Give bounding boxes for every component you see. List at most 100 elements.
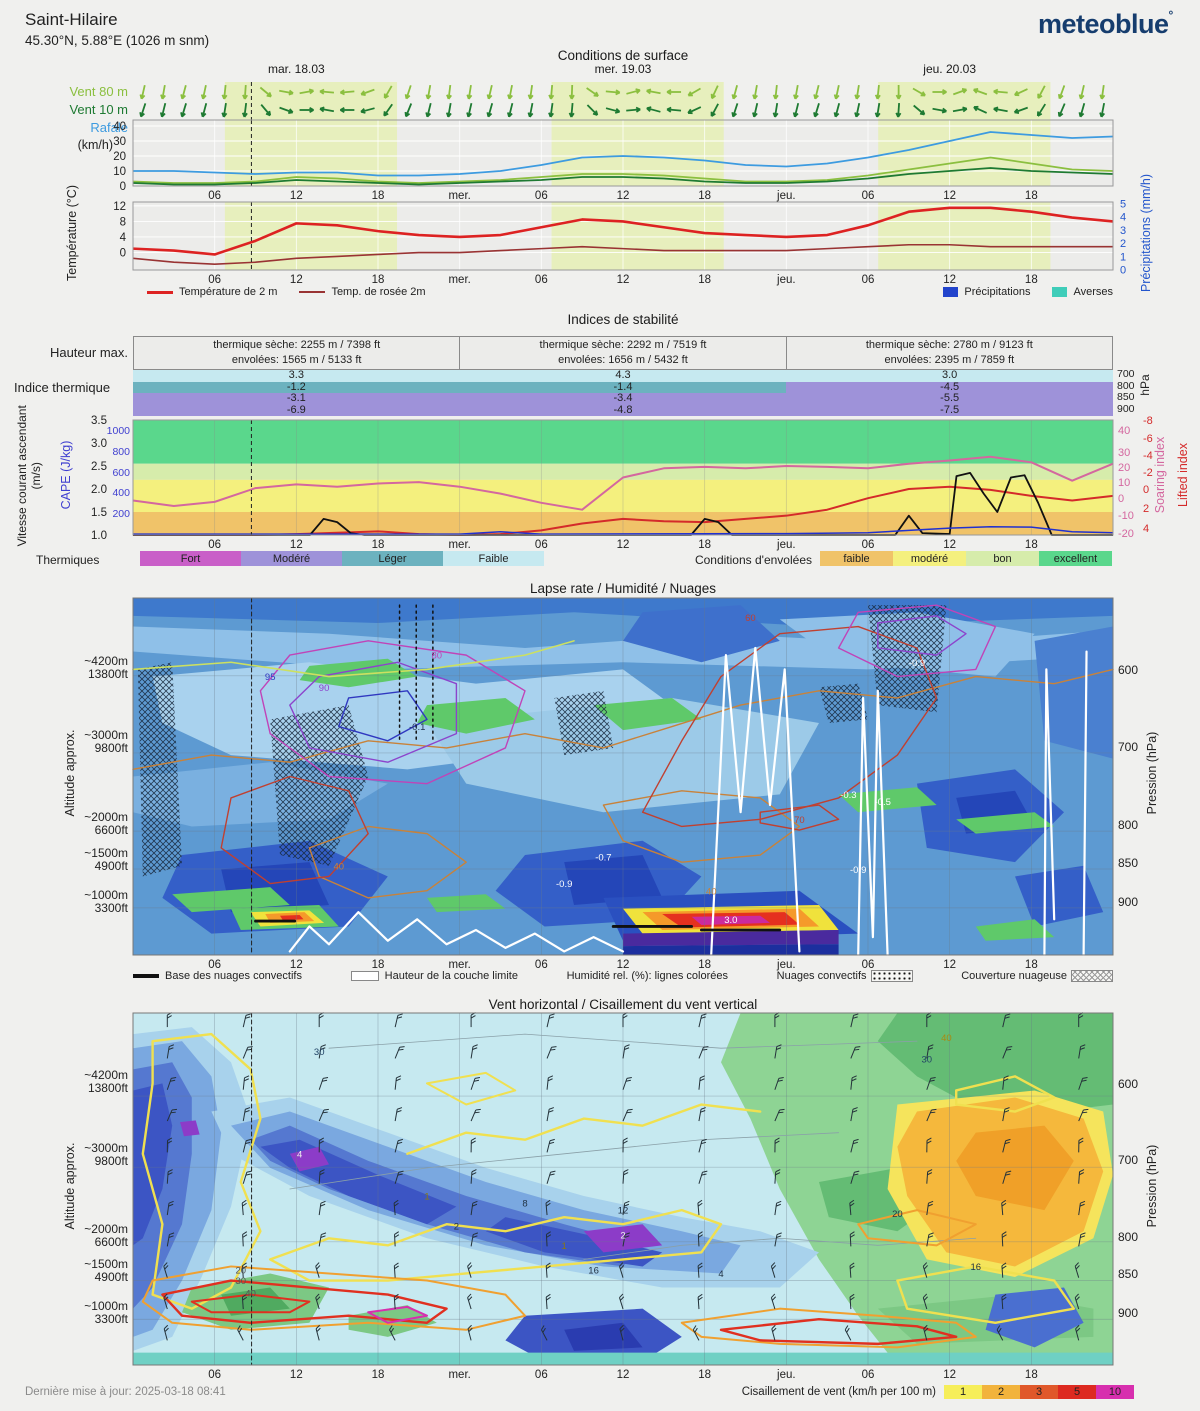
- lapse-panel-title: Lapse rate / Humidité / Nuages: [529, 581, 717, 596]
- svg-text:12: 12: [617, 539, 630, 551]
- pressure-tick: 850: [1118, 1267, 1139, 1282]
- pressure-tick: 800: [1118, 1229, 1139, 1244]
- svg-text:2: 2: [1120, 238, 1126, 250]
- shear-swatch-3: 3: [1020, 1385, 1058, 1399]
- boundary-layer-swatch: [350, 971, 379, 981]
- svg-text:-0.9: -0.9: [850, 865, 866, 876]
- svg-text:-4: -4: [1143, 450, 1153, 462]
- svg-text:1: 1: [424, 1192, 429, 1203]
- svg-text:-10: -10: [1118, 510, 1134, 522]
- gust-label: Rafale: [90, 120, 128, 135]
- day-label: jeu. 20.03: [923, 62, 977, 76]
- legend-band-modéré: modéré: [893, 551, 966, 566]
- shear-swatch-1: 1: [944, 1385, 982, 1399]
- svg-text:18: 18: [1025, 539, 1038, 551]
- svg-text:90: 90: [319, 683, 330, 694]
- svg-text:12: 12: [617, 1369, 630, 1381]
- svg-text:-0.7: -0.7: [595, 852, 611, 863]
- svg-text:18: 18: [698, 274, 711, 286]
- svg-text:0: 0: [1120, 264, 1126, 276]
- wind80-label: Vent 80 m: [69, 84, 128, 99]
- shear-swatch-2: 2: [982, 1385, 1020, 1399]
- page-title: Saint-Hilaire: [25, 10, 118, 29]
- svg-text:06: 06: [535, 274, 548, 286]
- svg-text:jeu.: jeu.: [776, 274, 796, 286]
- pressure-tick: 800: [1118, 818, 1139, 833]
- svg-text:06: 06: [862, 274, 875, 286]
- svg-text:jeu.: jeu.: [776, 1369, 796, 1381]
- pressure-tick: 700: [1118, 1153, 1139, 1168]
- svg-text:-0.9: -0.9: [909, 658, 925, 669]
- svg-text:40: 40: [1118, 425, 1130, 437]
- svg-text:18: 18: [1025, 190, 1038, 202]
- svg-text:-20: -20: [1118, 528, 1134, 540]
- svg-text:12: 12: [943, 539, 956, 551]
- pressure-tick: 850: [1118, 855, 1139, 870]
- legend-dewpoint: Temp. de rosée 2m: [299, 286, 426, 298]
- cape-chart: 3.53.02.52.01.51.01000800600400200403020…: [91, 415, 1153, 551]
- day-label: mer. 19.03: [594, 62, 652, 76]
- svg-text:2.5: 2.5: [91, 461, 107, 473]
- updraft-axis-label: Vitesse courant ascendant (m/s): [15, 405, 43, 547]
- svg-text:06: 06: [208, 274, 221, 286]
- stability-header-cell: thermique sèche: 2255 m / 7398 ft envolée…: [133, 336, 461, 370]
- svg-text:12: 12: [113, 201, 126, 213]
- wind10-label: Vent 10 m: [69, 102, 128, 117]
- svg-text:40: 40: [334, 861, 345, 872]
- svg-text:12: 12: [943, 1369, 956, 1381]
- svg-text:2: 2: [454, 1221, 459, 1232]
- svg-text:12: 12: [943, 274, 956, 286]
- thermal-index-cell: -1.2: [133, 381, 460, 393]
- pressure-tick: 900: [1117, 402, 1135, 415]
- svg-text:1: 1: [562, 1241, 567, 1252]
- altitude-tick: ~4200m 13800ft: [84, 1068, 128, 1096]
- altitude-axis-label-2: Altitude approx.: [63, 1142, 77, 1230]
- svg-text:18: 18: [698, 959, 711, 971]
- svg-text:2: 2: [620, 1230, 625, 1241]
- svg-text:06: 06: [862, 190, 875, 202]
- svg-text:1.5: 1.5: [91, 507, 107, 519]
- legend-band-Faible: Faible: [443, 551, 544, 566]
- wind-arrows-strip: [139, 82, 1106, 120]
- svg-text:06: 06: [535, 959, 548, 971]
- svg-text:8: 8: [522, 1199, 527, 1210]
- pressure-tick: 900: [1118, 1305, 1139, 1320]
- svg-text:95: 95: [265, 672, 276, 683]
- svg-text:4: 4: [1143, 523, 1149, 535]
- stability-header-cell: thermique sèche: 2292 m / 7519 ft envolée…: [460, 336, 787, 370]
- indice-thermique-label: Indice thermique: [14, 380, 111, 395]
- legend-band-Léger: Léger: [342, 551, 443, 566]
- svg-text:-0.1: -0.1: [409, 722, 425, 733]
- svg-text:-6: -6: [1143, 433, 1153, 445]
- svg-text:60: 60: [745, 613, 756, 624]
- svg-text:mer.: mer.: [448, 959, 470, 971]
- svg-text:12: 12: [290, 539, 303, 551]
- svg-text:30: 30: [1118, 447, 1130, 459]
- svg-text:20: 20: [236, 1265, 247, 1276]
- svg-text:40: 40: [706, 886, 717, 897]
- pressure-tick: 600: [1118, 1077, 1139, 1092]
- svg-text:800: 800: [112, 446, 130, 458]
- svg-text:18: 18: [372, 274, 385, 286]
- lapse-legend-whitebox: Hauteur de la couche limite: [350, 970, 518, 982]
- svg-text:0: 0: [1118, 493, 1124, 505]
- kmh-unit-label: (km/h): [77, 138, 113, 152]
- svg-text:-0.9: -0.9: [556, 879, 572, 890]
- pressure-tick: 600: [1118, 663, 1139, 678]
- svg-text:12: 12: [290, 190, 303, 202]
- last-update: Dernière mise à jour: 2025-03-18 08:41: [25, 1386, 226, 1398]
- thermal-index-cell: -6.9: [133, 404, 460, 416]
- temp2m-line-swatch: [147, 290, 173, 294]
- svg-text:12: 12: [617, 959, 630, 971]
- thermal-index-cell: -4.8: [459, 404, 787, 416]
- envolees-label: Conditions d'envolées: [694, 553, 812, 567]
- lapse-legend-hatch: Couverture nuageuse: [961, 970, 1113, 982]
- lapse-contour-plot: -0.9 -0.7 -0.9 -0.5 -0.3 -0.9 3.0 40 40 60 70 80 90 9…: [132, 597, 1114, 971]
- svg-text:4: 4: [120, 232, 127, 244]
- soaring-index-axis-label: Soaring index: [1153, 436, 1167, 514]
- svg-text:30: 30: [236, 1276, 247, 1287]
- meteoblue-logo[interactable]: meteoblue°: [1038, 8, 1173, 39]
- pressure-axis-label-1: Pression (hPa): [1145, 731, 1159, 815]
